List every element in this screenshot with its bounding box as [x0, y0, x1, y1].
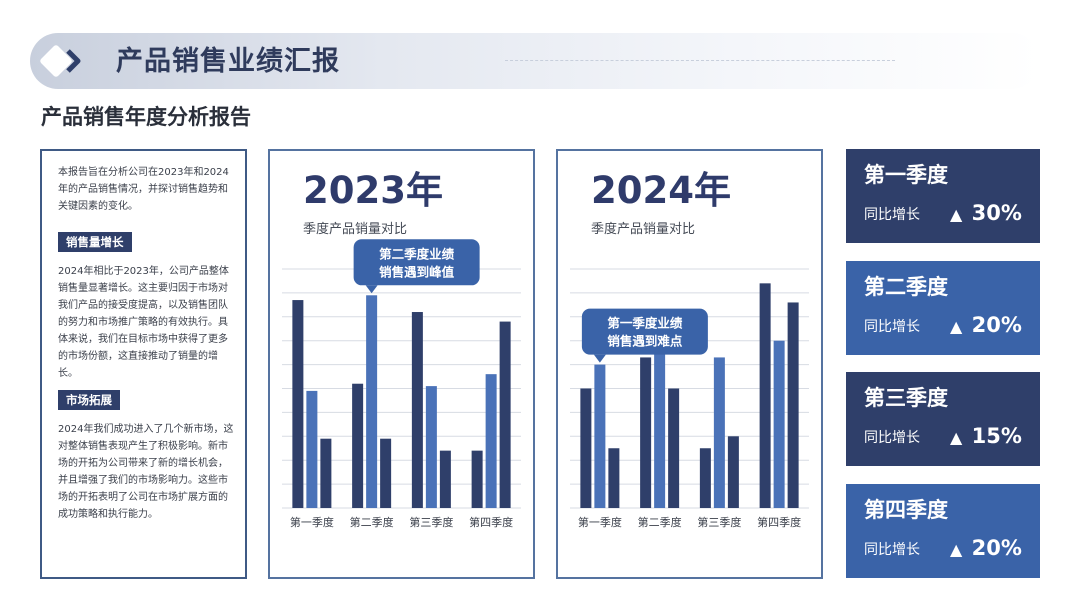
- bar: [471, 450, 483, 508]
- chart-2024-panel: 2024年季度产品销量对比第一季度 第二季度 第三季度 第四季度 第一季度业绩 销售遇到难…: [556, 149, 823, 579]
- up-triangle-icon: ▲: [950, 428, 963, 447]
- bar: [594, 364, 606, 508]
- q1-label: 同比增长: [864, 207, 920, 223]
- bar: [668, 388, 680, 508]
- up-triangle-icon: ▲: [950, 205, 963, 224]
- bar: [380, 438, 392, 508]
- section-tag-market-expansion: 市场拓展: [58, 390, 120, 410]
- bar: [485, 374, 497, 508]
- bar: [366, 295, 378, 508]
- diamond-chevron-icon: [40, 45, 81, 77]
- q2-value: 20%: [971, 313, 1022, 337]
- callout-line-2: 销售遇到难点: [607, 334, 683, 349]
- q2-value-wrap: ▲ 20%: [950, 310, 1022, 342]
- chart-subtitle: 季度产品销量对比: [591, 221, 695, 237]
- bar: [759, 283, 771, 508]
- q4-name: 第四季度: [864, 498, 948, 522]
- q3-value: 15%: [971, 424, 1022, 448]
- q4-growth-card: 第四季度 同比增长 ▲ 20%: [846, 484, 1040, 578]
- chart-subtitle: 季度产品销量对比: [303, 221, 407, 237]
- bar: [352, 383, 364, 508]
- q3-name: 第三季度: [864, 386, 948, 410]
- bar: [580, 388, 592, 508]
- q1-value: 30%: [971, 201, 1022, 225]
- bar: [608, 448, 620, 508]
- x-tick-label: 第二季度: [350, 515, 394, 529]
- callout-line-2: 销售遇到峰值: [379, 264, 455, 279]
- x-tick-label: 第一季度: [578, 515, 622, 529]
- q1-value-wrap: ▲ 30%: [950, 198, 1022, 230]
- chart-title: 2024年: [591, 169, 731, 212]
- bar: [411, 312, 423, 508]
- q2-name: 第二季度: [864, 275, 948, 299]
- bar: [292, 300, 304, 508]
- bar: [727, 436, 739, 508]
- up-triangle-icon: ▲: [950, 540, 963, 559]
- sales-growth-paragraph: 2024年相比于2023年，公司产品整体销售量显著增长。这主要归因于市场对我们产…: [58, 266, 229, 379]
- bar: [773, 340, 785, 508]
- header-divider: [505, 60, 895, 61]
- up-triangle-icon: ▲: [950, 317, 963, 336]
- q1-growth-card: 第一季度 同比增长 ▲ 30%: [846, 149, 1040, 243]
- callout-line-1: 第二季度业绩: [379, 246, 455, 261]
- bar: [787, 302, 799, 508]
- q2-growth-card: 第二季度 同比增长 ▲ 20%: [846, 261, 1040, 355]
- q4-value-wrap: ▲ 20%: [950, 533, 1022, 565]
- x-tick-label: 第四季度: [757, 515, 801, 529]
- q1-name: 第一季度: [864, 163, 948, 187]
- bar: [439, 450, 451, 508]
- callout-line-1: 第一季度业绩: [607, 316, 683, 331]
- intro-paragraph: 本报告旨在分析公司在2023年和2024年的产品销售情况，并探讨销售趋势和关键因…: [58, 167, 229, 212]
- q4-label: 同比增长: [864, 542, 920, 558]
- q2-label: 同比增长: [864, 319, 920, 335]
- q4-value: 20%: [971, 536, 1022, 560]
- q3-label: 同比增长: [864, 430, 920, 446]
- x-tick-label: 第三季度: [697, 515, 741, 529]
- q3-value-wrap: ▲ 15%: [950, 421, 1022, 453]
- x-tick-label: 第一季度: [290, 515, 334, 529]
- chart-2023-panel: 2023年季度产品销量对比第一季度 第二季度 第三季度 第四季度 第二季度业绩 销售遇到峰…: [268, 149, 535, 579]
- bar: [713, 357, 725, 508]
- page-title: 产品销售业绩汇报: [116, 46, 340, 77]
- section-tag-sales-growth: 销售量增长: [58, 232, 132, 252]
- bar: [306, 390, 318, 508]
- q3-growth-card: 第三季度 同比增长 ▲ 15%: [846, 372, 1040, 466]
- market-expansion-paragraph: 2024年我们成功进入了几个新市场，这对整体销售表现产生了积极影响。新市场的开拓…: [58, 424, 234, 520]
- x-tick-label: 第三季度: [409, 515, 453, 529]
- bar: [425, 386, 437, 508]
- x-tick-label: 第四季度: [469, 515, 513, 529]
- bar: [499, 321, 511, 508]
- bar: [654, 340, 666, 508]
- bar: [320, 438, 332, 508]
- analysis-text-panel: 本报告旨在分析公司在2023年和2024年的产品销售情况，并探讨销售趋势和关键因…: [40, 149, 247, 579]
- header-bar: [30, 33, 1040, 89]
- bar: [640, 357, 652, 508]
- chart-title: 2023年: [303, 169, 443, 212]
- bar: [699, 448, 711, 508]
- x-tick-label: 第二季度: [638, 515, 682, 529]
- page-subtitle: 产品销售年度分析报告: [41, 105, 251, 129]
